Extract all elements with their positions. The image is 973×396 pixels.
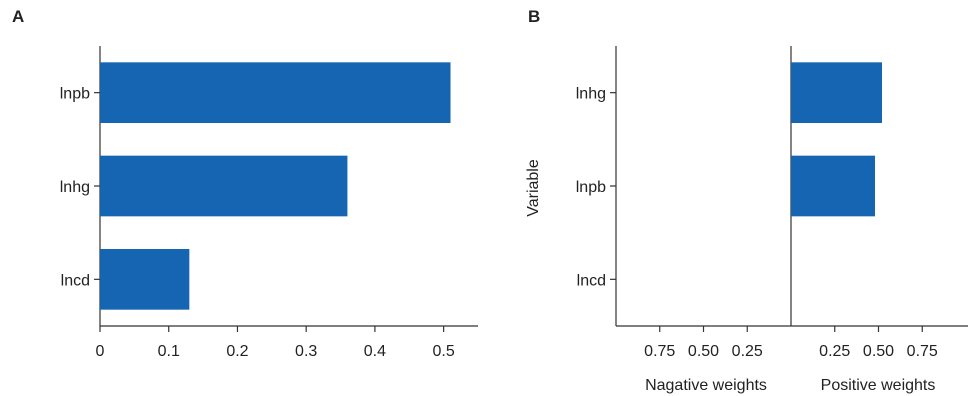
panel-b-bars [791, 62, 882, 217]
panel-a-bars [100, 62, 451, 310]
x-tick-label: 0.25 [732, 343, 763, 360]
x-tick-label: 0.1 [158, 343, 180, 360]
bar-positive-lnhg [791, 62, 882, 123]
panel-b-x-ticks: 0.75 0.50 0.25 0.25 0.50 0.75 [644, 326, 938, 360]
panel-a: A lnpb lnhg lncd 0 0.1 0.2 0.3 0.4 0.5 [12, 7, 478, 360]
y-tick-label: lnhg [60, 179, 90, 196]
panel-b-y-axis-title: Variable [525, 159, 542, 217]
x-tick-label: 0 [96, 343, 105, 360]
panel-a-x-ticks: 0 0.1 0.2 0.3 0.4 0.5 [96, 326, 455, 360]
x-tick-label: 0.75 [644, 343, 675, 360]
x-tick-label: 0.75 [907, 343, 938, 360]
y-tick-label: lncd [577, 272, 606, 289]
x-tick-label: 0.2 [226, 343, 248, 360]
panel-b-y-ticks: lnhg lnpb lncd [576, 86, 616, 289]
panel-a-label: A [12, 7, 24, 26]
bar-lnpb [100, 62, 451, 123]
bar-lncd [100, 249, 190, 310]
bar-positive-lnpb [791, 155, 875, 217]
y-tick-label: lnpb [576, 179, 606, 196]
panel-b: B lnhg lnpb lncd 0.75 0.50 0.25 0.25 0.50 0.75 … [525, 7, 968, 394]
x-tick-label: 0.3 [295, 343, 317, 360]
panel-a-y-ticks: lnpb lnhg lncd [60, 86, 100, 289]
x-tick-label: 0.50 [688, 343, 719, 360]
x-tick-label: 0.50 [863, 343, 894, 360]
y-tick-label: lnpb [60, 86, 90, 103]
bar-lnhg [100, 155, 348, 217]
x-tick-label: 0.25 [819, 343, 850, 360]
y-tick-label: lncd [61, 272, 90, 289]
panel-b-x-axis-title-positive: Positive weights [821, 377, 936, 394]
y-tick-label: lnhg [576, 86, 606, 103]
panel-b-x-axis-title-negative: Nagative weights [645, 377, 767, 394]
x-tick-label: 0.4 [364, 343, 386, 360]
x-tick-label: 0.5 [433, 343, 455, 360]
panel-b-label: B [528, 7, 540, 26]
